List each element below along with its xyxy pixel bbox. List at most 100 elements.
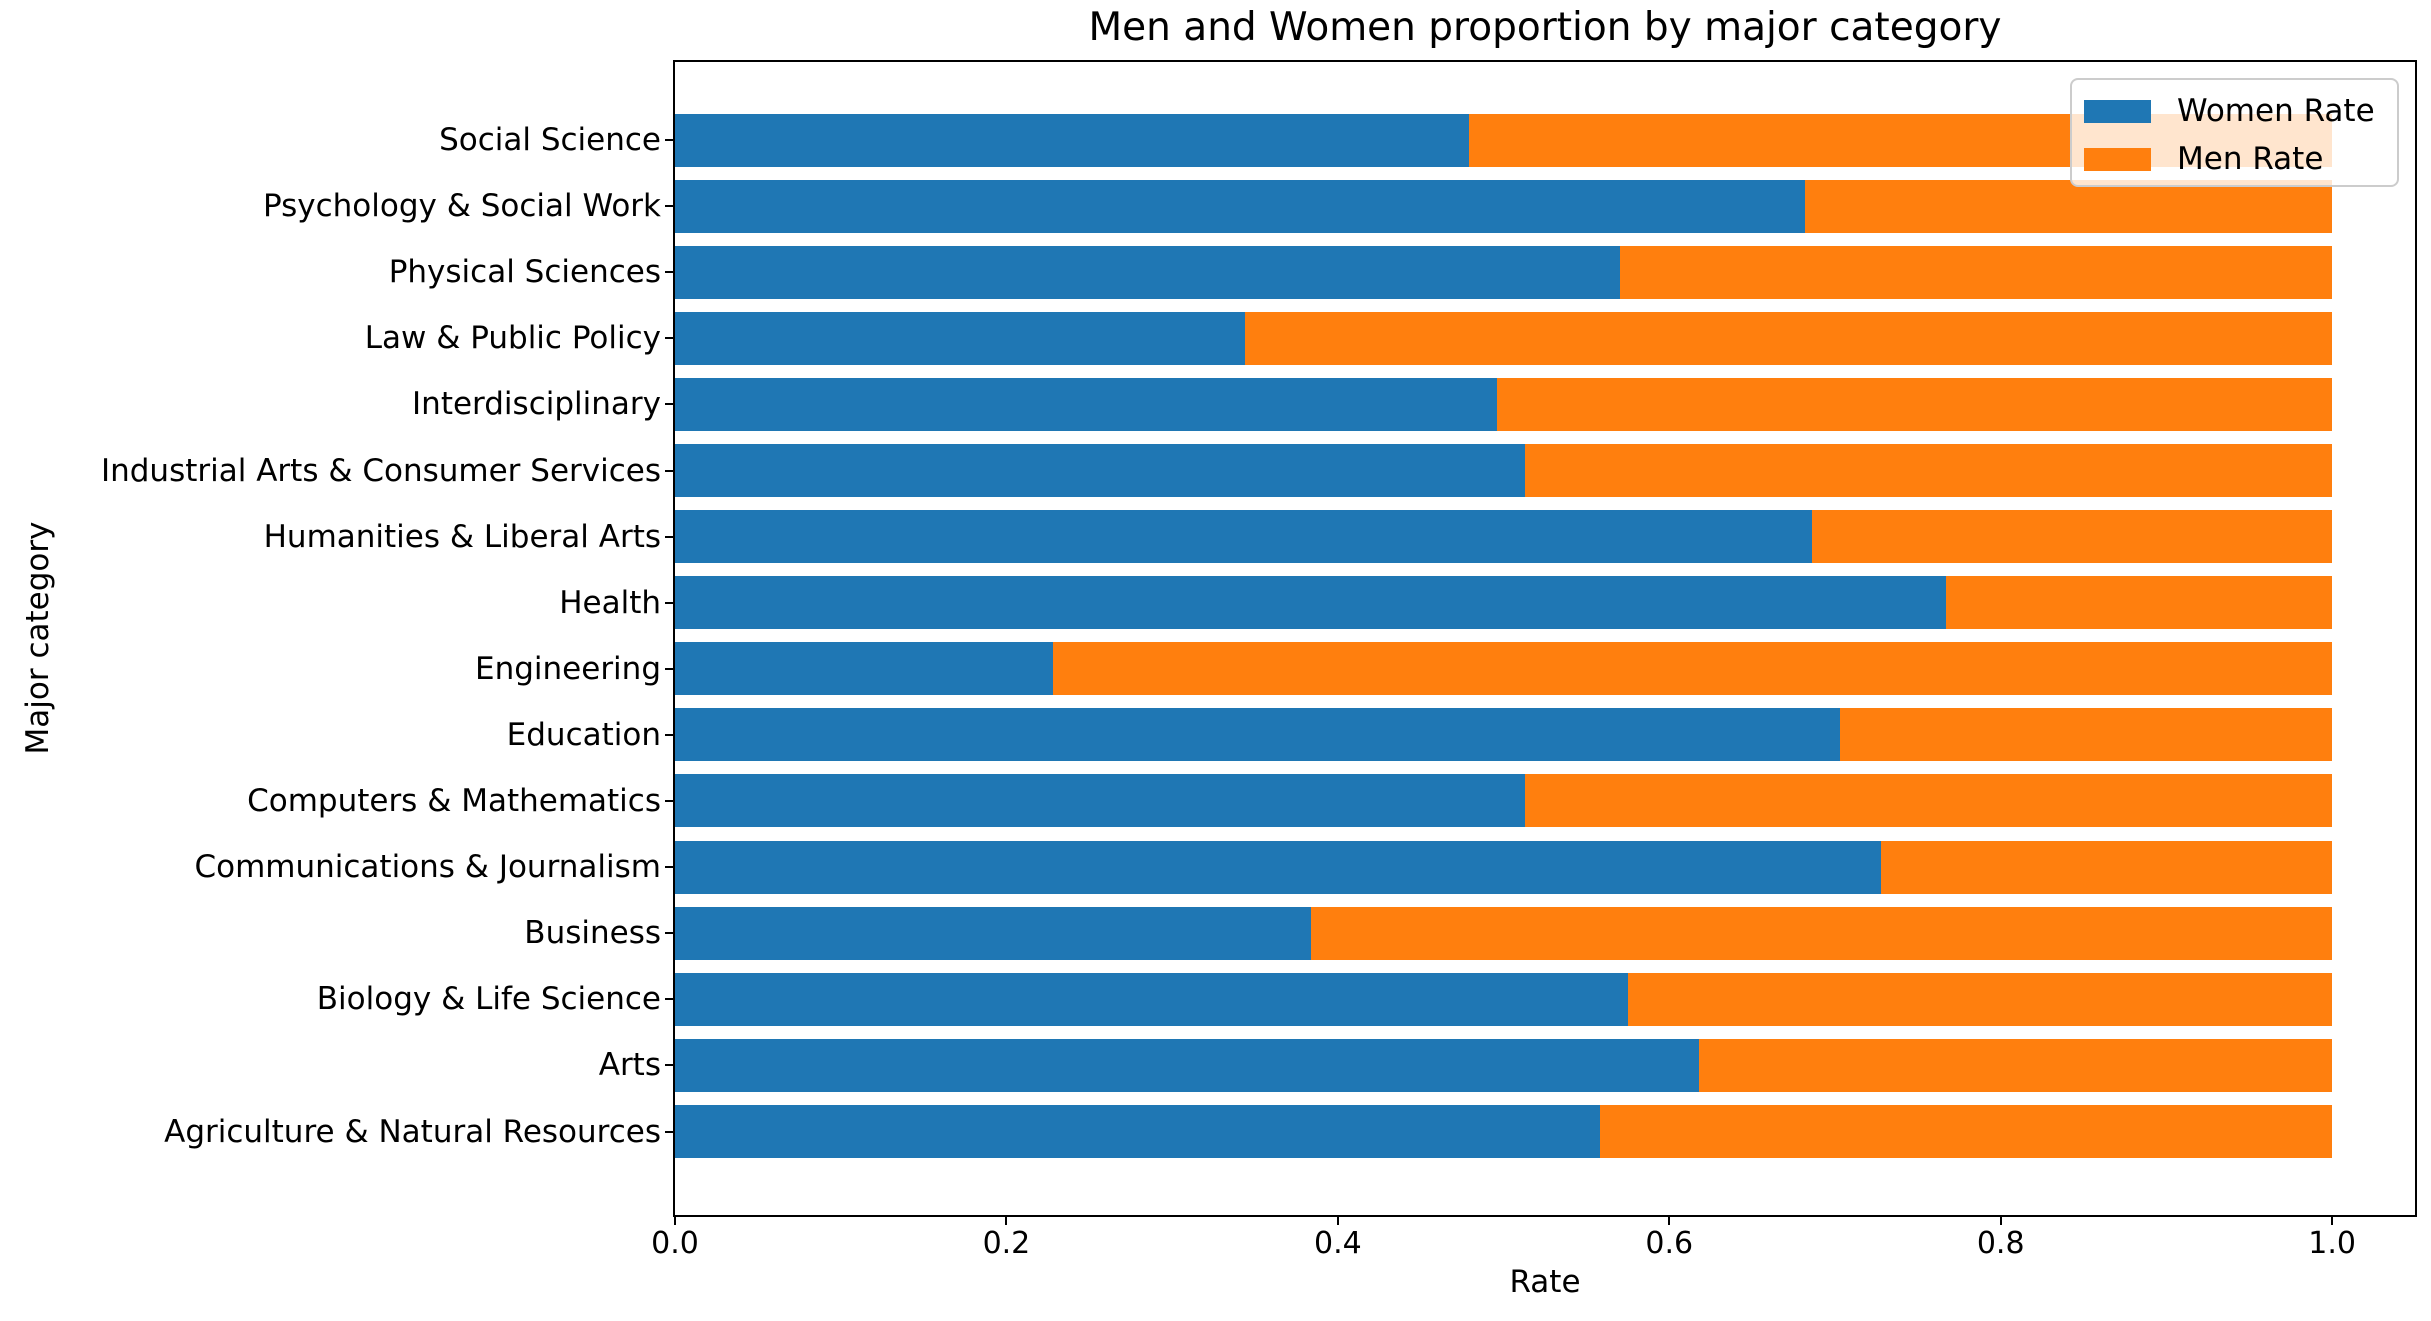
bar-track <box>675 377 2333 431</box>
bar-track <box>675 642 2333 696</box>
category-label: Engineering <box>475 650 661 687</box>
x-tick-label: 1.0 <box>2308 1226 2356 1261</box>
category-label: Law & Public Policy <box>364 320 661 357</box>
y-tick-mark <box>665 601 673 604</box>
bar-row <box>675 371 2415 437</box>
bar-row <box>675 636 2415 702</box>
women-rate-bar-segment <box>675 972 1628 1026</box>
y-tick-mark <box>665 469 673 472</box>
x-tick-label: 0.0 <box>651 1226 699 1261</box>
y-tick-mark <box>665 1130 673 1133</box>
bar-row <box>675 437 2415 503</box>
x-tick-mark <box>674 1217 676 1225</box>
category-label: Social Science <box>439 122 661 159</box>
women-rate-bar-segment <box>675 576 1947 630</box>
bar-track <box>675 906 2333 960</box>
y-tick-mark <box>665 403 673 406</box>
women-rate-bar-segment <box>675 179 1806 233</box>
men-rate-bar-segment <box>1881 840 2333 894</box>
women-rate-bar-segment <box>675 840 1882 894</box>
y-axis-label: Major category <box>20 521 56 755</box>
women-rate-bar-segment <box>675 1104 1600 1158</box>
bar-row <box>675 966 2415 1032</box>
y-tick-mark <box>665 139 673 142</box>
bar-row <box>675 1032 2415 1098</box>
category-label: Interdisciplinary <box>412 386 661 423</box>
bar-row <box>675 834 2415 900</box>
y-tick-mark <box>665 998 673 1001</box>
bar-row <box>675 239 2415 305</box>
men-rate-bar-segment <box>1811 510 2333 564</box>
category-label: Physical Sciences <box>388 254 661 291</box>
y-tick-mark <box>665 535 673 538</box>
y-tick-mark <box>665 1064 673 1067</box>
legend-label-women-rate: Women Rate <box>2177 93 2375 129</box>
women-rate-bar-segment <box>675 774 1526 828</box>
women-rate-bar-segment <box>675 906 1312 960</box>
bar-row <box>675 900 2415 966</box>
bar-row <box>675 1098 2415 1164</box>
y-tick-mark <box>665 337 673 340</box>
category-label: Computers & Mathematics <box>247 783 661 820</box>
men-rate-bar-segment <box>1245 311 2333 365</box>
bar-track <box>675 311 2333 365</box>
legend-label-men-rate: Men Rate <box>2177 141 2324 177</box>
category-label: Business <box>524 915 661 952</box>
category-label: Health <box>559 584 661 621</box>
x-tick-label: 0.8 <box>1976 1226 2025 1261</box>
men-rate-bar-segment <box>1525 774 2333 828</box>
women-rate-bar-segment <box>675 245 1620 299</box>
men-rate-bar-segment <box>1699 1038 2333 1092</box>
bar-row <box>675 768 2415 834</box>
legend-swatch-men-rate-icon <box>2084 147 2151 171</box>
bar-track <box>675 245 2333 299</box>
y-tick-mark <box>665 866 673 869</box>
bar-row <box>675 702 2415 768</box>
bar-track <box>675 1104 2333 1158</box>
bar-track <box>675 972 2333 1026</box>
x-tick-mark <box>1336 1217 1339 1225</box>
x-tick-label: 0.2 <box>982 1226 1031 1261</box>
bar-row <box>675 305 2415 371</box>
x-tick-mark <box>2331 1217 2334 1225</box>
y-tick-mark <box>665 205 673 208</box>
legend-swatch-women-rate-icon <box>2084 99 2151 123</box>
men-rate-bar-segment <box>1839 708 2333 762</box>
women-rate-bar-segment <box>675 444 1526 498</box>
women-rate-bar-segment <box>675 708 1840 762</box>
x-tick-mark <box>1668 1217 1671 1225</box>
x-tick-label: 0.6 <box>1645 1226 1694 1261</box>
bar-track <box>675 179 2333 233</box>
women-rate-bar-segment <box>675 1038 1700 1092</box>
women-rate-bar-segment <box>675 311 1246 365</box>
category-label: Agriculture & Natural Resources <box>164 1113 661 1150</box>
women-rate-bar-segment <box>675 642 1053 696</box>
men-rate-bar-segment <box>1525 444 2333 498</box>
category-label: Communications & Journalism <box>194 849 661 886</box>
y-tick-mark <box>665 271 673 274</box>
x-tick-mark <box>1005 1217 1008 1225</box>
category-label: Humanities & Liberal Arts <box>263 518 661 555</box>
women-rate-bar-segment <box>675 510 1812 564</box>
bar-row <box>675 570 2415 636</box>
men-rate-bar-segment <box>1805 179 2333 233</box>
bar-row <box>675 173 2415 239</box>
y-tick-mark <box>665 932 673 935</box>
chart-title: Men and Women proportion by major catego… <box>1088 5 2002 50</box>
y-tick-mark <box>665 800 673 803</box>
category-label: Education <box>506 716 661 753</box>
bar-track <box>675 510 2333 564</box>
bar-track <box>675 576 2333 630</box>
men-rate-bar-segment <box>1052 642 2333 696</box>
bar-track <box>675 444 2333 498</box>
bar-track <box>675 774 2333 828</box>
men-rate-bar-segment <box>1627 972 2333 1026</box>
men-rate-bar-segment <box>1599 1104 2333 1158</box>
category-label: Biology & Life Science <box>316 981 661 1018</box>
category-label: Industrial Arts & Consumer Services <box>100 452 661 489</box>
men-rate-bar-segment <box>1619 245 2333 299</box>
women-rate-bar-segment <box>675 377 1497 431</box>
legend-entry-men-rate: Men Rate <box>2084 135 2397 183</box>
x-tick-label: 0.4 <box>1313 1226 1362 1261</box>
